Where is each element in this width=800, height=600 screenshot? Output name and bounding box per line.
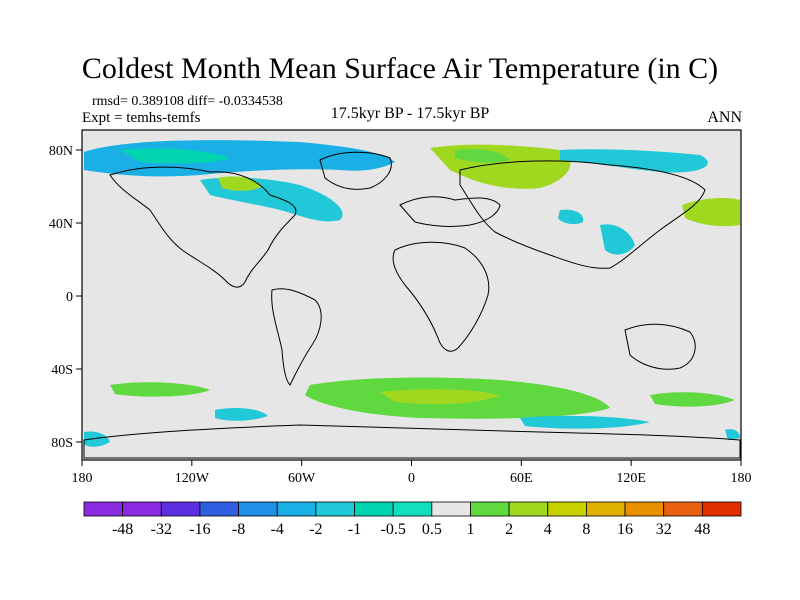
colorbar-label: -0.5	[381, 521, 406, 538]
colorbar-label: -16	[189, 521, 210, 538]
patch-siberia-warm-inner	[455, 149, 510, 163]
lat-tick-label: 40N	[49, 217, 73, 232]
latitude-axis: 80N 40N 0 40S 80S	[49, 144, 82, 451]
south-america-outline	[271, 288, 322, 386]
colorbar-label: 0.5	[422, 521, 442, 538]
colorbar-box	[624, 501, 665, 517]
lat-tick-label: 80N	[49, 144, 73, 159]
colorbar-box	[470, 501, 510, 517]
colorbar-box	[354, 501, 394, 517]
colorbar-label: 2	[505, 521, 513, 538]
colorbar-box	[508, 501, 549, 517]
colorbar-label: -48	[112, 521, 133, 538]
season-label: ANN	[707, 109, 742, 126]
patch-east-siberia-cool	[560, 149, 708, 173]
colorbar-label: 16	[617, 521, 633, 538]
north-america-outline	[109, 166, 297, 288]
colorbar-label: 48	[694, 521, 710, 538]
patch-east-antarctic-cool	[725, 429, 740, 440]
lon-tick-label: 0	[408, 471, 415, 486]
colorbar-box	[160, 501, 201, 517]
lon-tick-label: 180	[731, 471, 752, 486]
longitude-axis: 180 120W 60W 0 60E 120E 180	[72, 460, 752, 486]
lat-tick-label: 80S	[51, 436, 73, 451]
colorbar-box	[238, 501, 278, 517]
colorbar-box	[83, 501, 124, 517]
colorbar-label: 1	[466, 521, 474, 538]
europe-outline	[399, 196, 501, 227]
patch-arctic-teal	[120, 148, 230, 164]
colorbar-label: -32	[151, 521, 172, 538]
colorbar-label: 32	[656, 521, 672, 538]
colorbar-label: -2	[309, 521, 322, 538]
colorbar-box	[122, 501, 162, 517]
patch-southern-ocean-warm-inner	[380, 389, 500, 405]
rmsd-diff-text: rmsd= 0.389108 diff= -0.0334538	[92, 94, 283, 109]
colorbar-box	[663, 501, 703, 517]
antarctica-outline	[83, 424, 741, 459]
australia-outline	[624, 323, 696, 370]
africa-outline	[392, 241, 490, 352]
colorbar-label: 4	[544, 521, 552, 538]
patch-south-indian-warm	[650, 392, 735, 407]
lon-tick-label: 120E	[616, 471, 646, 486]
colorbar: -48 -32 -16 -8 -4 -2 -1 -0.5 0.5 1 2 4 8 16 32 48	[83, 501, 742, 538]
coastlines	[83, 151, 741, 459]
lat-tick-label: 0	[66, 290, 73, 305]
colorbar-box	[199, 501, 239, 517]
asia-outline	[459, 160, 706, 269]
patch-east-asia-cool	[600, 224, 635, 255]
colorbar-box	[315, 501, 355, 517]
patch-south-pacific-warm	[110, 382, 210, 397]
colorbar-box	[547, 501, 587, 517]
patch-antarctic-pacific-cool	[215, 408, 268, 421]
colorbar-label: -8	[232, 521, 245, 538]
colorbar-box	[431, 501, 471, 517]
patch-ross-sea-cool	[84, 431, 110, 447]
patch-antarctic-coast-cool	[520, 415, 650, 429]
colorbar-box	[701, 501, 742, 517]
period-subtitle: 17.5kyr BP - 17.5kyr BP	[330, 105, 490, 122]
patch-central-asia-cool	[558, 209, 584, 225]
lon-tick-label: 60W	[288, 471, 316, 486]
lon-tick-label: 120W	[175, 471, 210, 486]
greenland-outline	[319, 151, 392, 190]
lat-tick-label: 40S	[51, 363, 73, 378]
expt-text: Expt = temhs-temfs	[82, 110, 201, 126]
lon-tick-label: 180	[72, 471, 93, 486]
colorbar-label: -4	[271, 521, 284, 538]
colorbar-label: 8	[582, 521, 590, 538]
patch-north-pacific-warm	[682, 197, 740, 227]
colorbar-box	[392, 501, 433, 517]
colorbar-label: -1	[348, 521, 361, 538]
chart-title: Coldest Month Mean Surface Air Temperatu…	[81, 52, 719, 85]
colorbar-box	[276, 501, 317, 517]
colorbar-box	[586, 501, 626, 517]
lon-tick-label: 60E	[510, 471, 533, 486]
